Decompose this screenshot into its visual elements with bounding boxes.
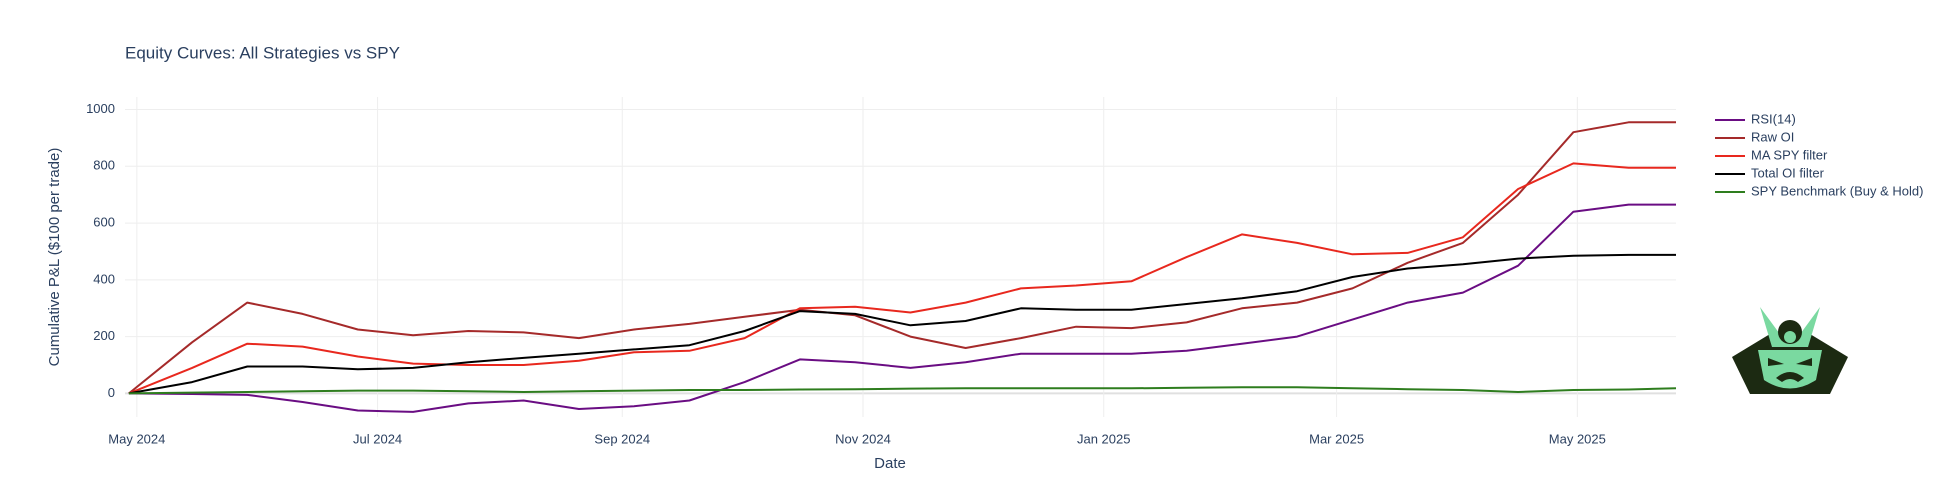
legend-label: Total OI filter xyxy=(1751,165,1825,180)
legend-label: SPY Benchmark (Buy & Hold) xyxy=(1751,183,1923,198)
series-line xyxy=(128,253,1676,395)
x-tick-label: Jul 2024 xyxy=(353,431,402,446)
y-tick-label: 400 xyxy=(93,271,115,286)
legend-label: Raw OI xyxy=(1751,129,1794,144)
legend-label: RSI(14) xyxy=(1751,111,1796,126)
chart-title: Equity Curves: All Strategies vs SPY xyxy=(125,43,400,62)
legend-label: MA SPY filter xyxy=(1751,147,1828,162)
x-tick-label: Jan 2025 xyxy=(1077,431,1131,446)
y-tick-label: 0 xyxy=(108,385,115,400)
x-axis-title: Date xyxy=(874,455,906,472)
x-tick-label: May 2024 xyxy=(108,431,165,446)
x-tick-label: May 2025 xyxy=(1549,431,1606,446)
y-tick-label: 800 xyxy=(93,158,115,173)
grid xyxy=(125,97,1676,417)
logo xyxy=(1732,307,1848,394)
series-line xyxy=(128,386,1677,395)
y-tick-label: 200 xyxy=(93,328,115,343)
x-tick-label: Sep 2024 xyxy=(594,431,650,446)
y-axis-title: Cumulative P&L ($100 per trade) xyxy=(46,148,63,367)
series-line xyxy=(128,121,1676,395)
x-tick-label: Mar 2025 xyxy=(1309,431,1364,446)
series-line xyxy=(128,203,1676,413)
series-line xyxy=(128,162,1676,395)
x-tick-label: Nov 2024 xyxy=(835,431,891,446)
y-tick-label: 600 xyxy=(93,215,115,230)
y-tick-label: 1000 xyxy=(86,101,115,116)
